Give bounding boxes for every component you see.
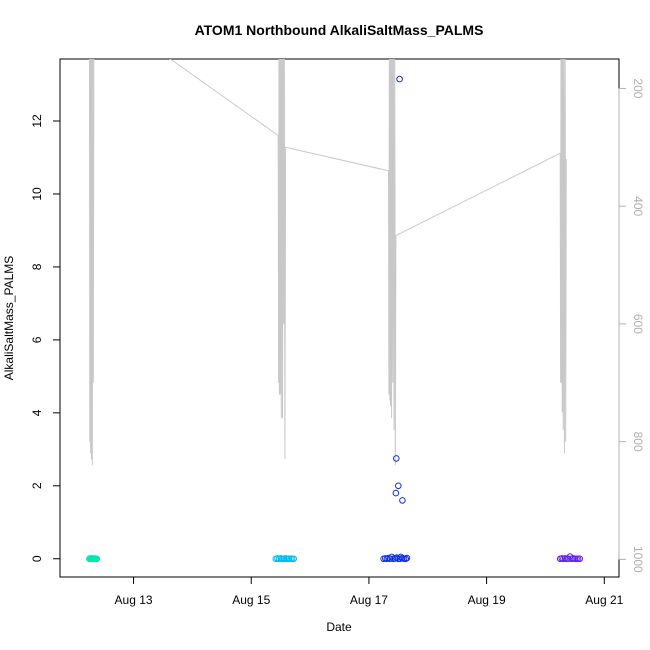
chart-title: ATOM1 Northbound AlkaliSaltMass_PALMS [195, 22, 484, 38]
secondary-series-line [88, 59, 567, 466]
y-tick-label: 12 [30, 114, 44, 128]
x-tick-label: Aug 13 [115, 593, 153, 607]
data-point [393, 455, 400, 462]
data-point [392, 489, 400, 497]
y-tick-label: 8 [30, 263, 44, 270]
x-axis: Aug 13 Aug 15 Aug 17 Aug 19 Aug 21 [115, 576, 624, 607]
x-tick-label: Aug 21 [585, 593, 623, 607]
data-point [388, 553, 396, 561]
secondary-line-layer [88, 59, 567, 466]
data-point [576, 555, 584, 563]
data-point [402, 555, 410, 563]
x-tick-label: Aug 19 [468, 593, 506, 607]
data-point [396, 75, 403, 83]
x-tick-label: Aug 17 [350, 593, 388, 607]
secondary-y-tick-label: 200 [631, 78, 645, 98]
secondary-y-axis: 200 400 600 800 1000 [618, 78, 645, 573]
data-point [386, 555, 394, 563]
y-tick-label: 0 [30, 555, 44, 562]
y-tick-label: 4 [30, 409, 44, 416]
points-layer [86, 75, 584, 563]
y-tick-label: 6 [30, 336, 44, 343]
secondary-y-tick-label: 400 [631, 196, 645, 216]
x-axis-label: Date [326, 620, 352, 634]
data-point [93, 555, 101, 563]
y-axis: 0 2 4 6 8 10 12 [30, 114, 61, 562]
data-point [290, 555, 298, 563]
data-point [399, 497, 406, 504]
data-point [403, 554, 411, 562]
secondary-y-tick-label: 600 [631, 314, 645, 334]
plot-frame [59, 58, 620, 578]
data-point [395, 482, 402, 490]
y-tick-label: 10 [30, 187, 44, 201]
secondary-y-tick-label: 1000 [631, 546, 645, 573]
y-axis-label: AlkaliSaltMass_PALMS [2, 256, 16, 381]
secondary-y-tick-label: 800 [631, 432, 645, 452]
y-tick-label: 2 [30, 482, 44, 489]
x-tick-label: Aug 15 [232, 593, 270, 607]
